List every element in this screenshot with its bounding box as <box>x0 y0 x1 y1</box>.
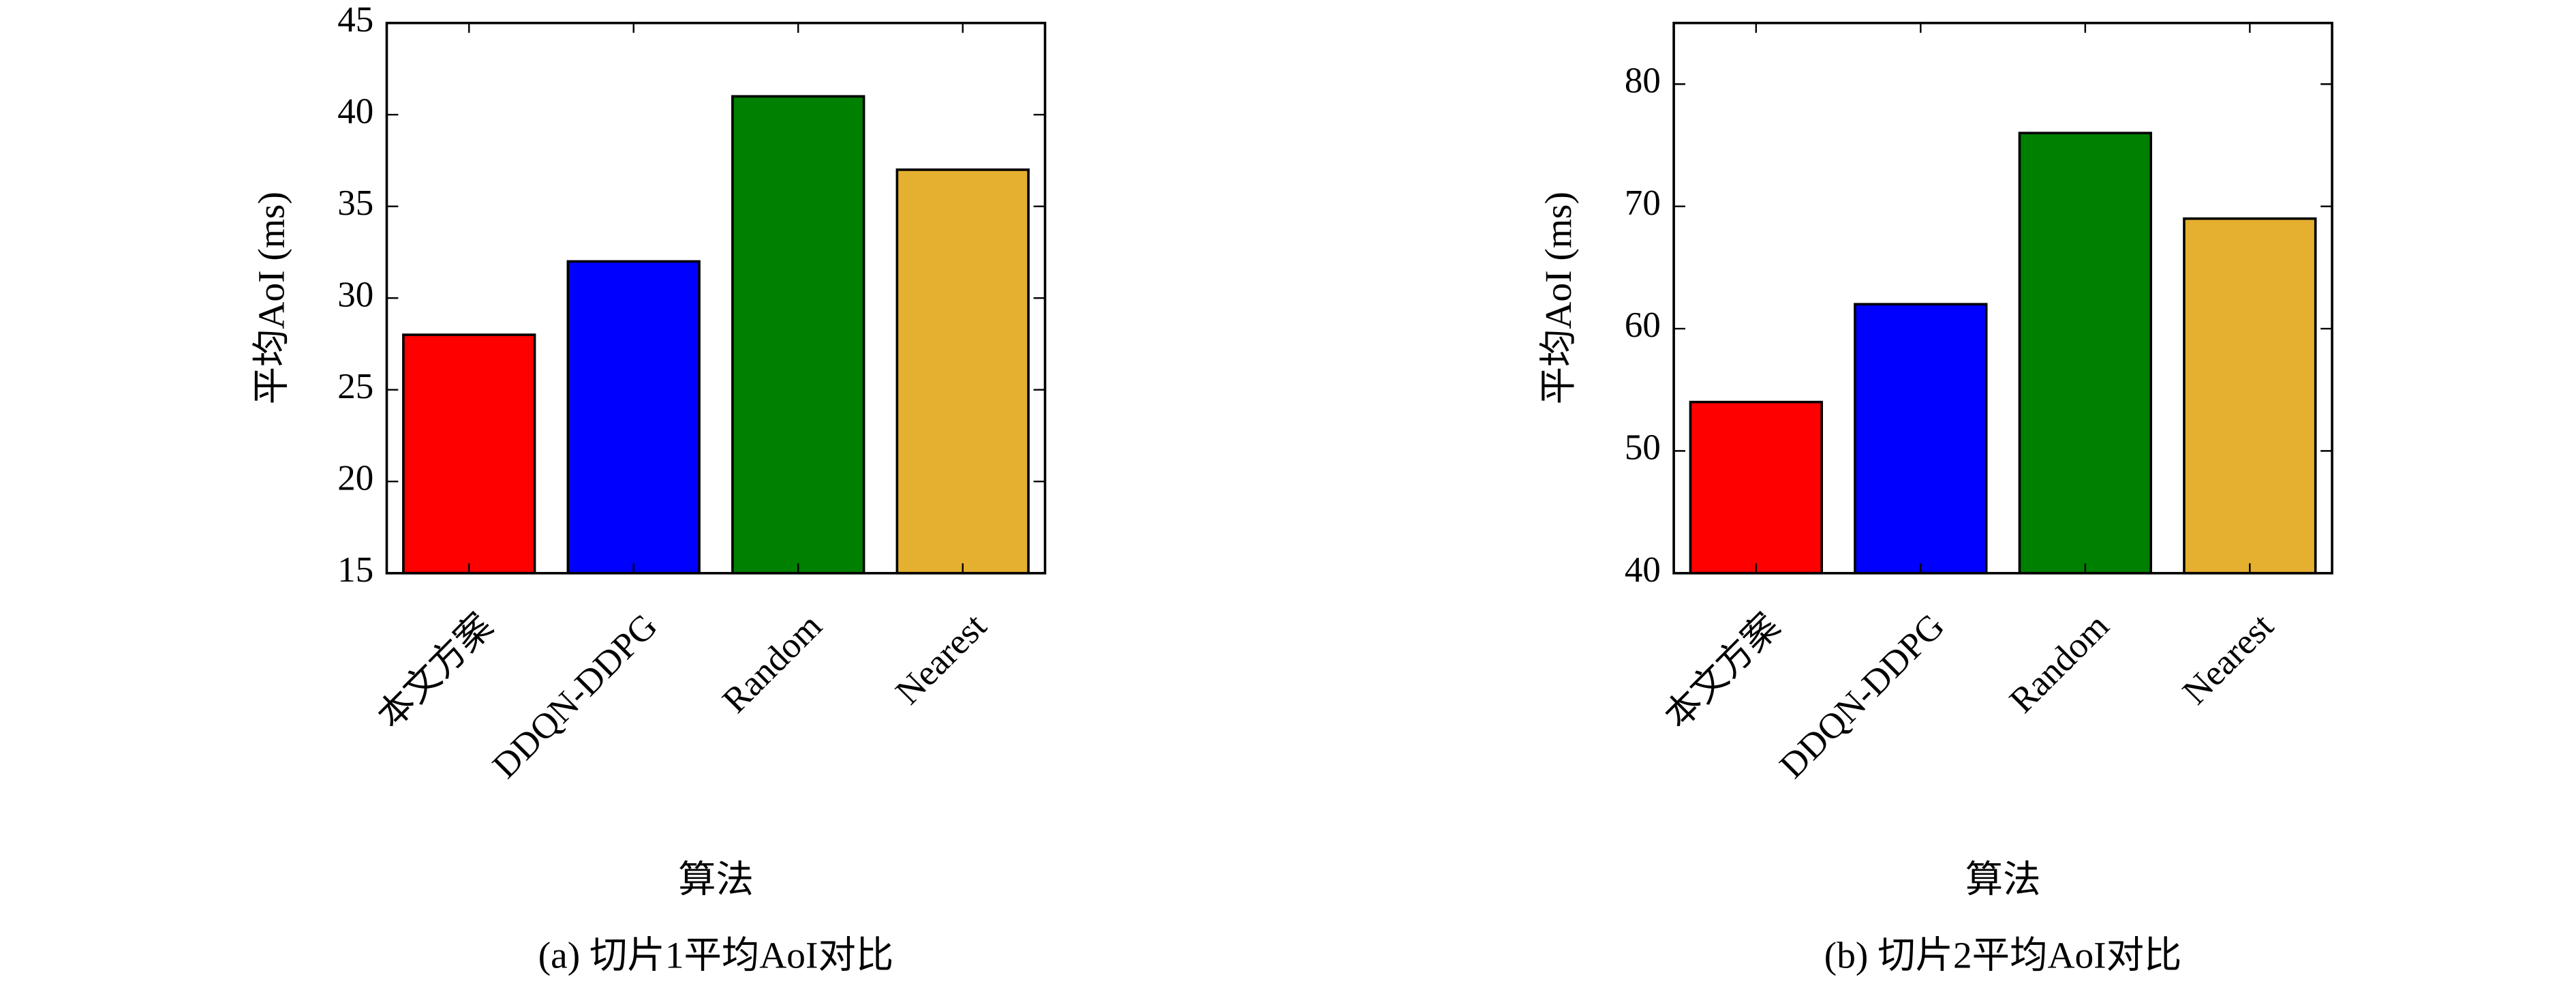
y-tick-label: 70 <box>1625 183 1661 223</box>
bar <box>731 95 865 575</box>
y-tick-label: 50 <box>1625 428 1661 468</box>
bar <box>895 168 1030 575</box>
y-tick-label: 30 <box>337 275 373 314</box>
y-tick-label: 20 <box>337 458 373 498</box>
y-tick-label: 80 <box>1625 61 1661 101</box>
x-tick-label: DDQN-DDPG <box>485 606 665 786</box>
caption: (a) 切片1平均AoI对比 <box>538 935 894 976</box>
x-tick-label: DDQN-DDPG <box>1773 606 1952 786</box>
x-axis-label: 算法 <box>678 859 754 901</box>
x-tick-label: Nearest <box>2175 606 2282 712</box>
y-tick-label: 60 <box>1625 305 1661 345</box>
x-tick-label: Nearest <box>888 606 994 712</box>
y-axis-label: 平均AoI (ms) <box>1537 192 1579 404</box>
bar <box>1854 303 1988 575</box>
bar <box>2183 217 2317 575</box>
y-axis-label: 平均AoI (ms) <box>250 192 292 404</box>
x-tick-label: 本文方案 <box>370 606 500 736</box>
y-tick-label: 40 <box>1625 550 1661 590</box>
bar <box>1689 400 1824 575</box>
x-tick-label: Random <box>2002 606 2117 721</box>
y-tick-label: 15 <box>337 550 373 590</box>
x-tick-label: Random <box>715 606 829 721</box>
bar <box>402 333 536 575</box>
bar <box>566 260 701 575</box>
plot-frame <box>385 21 1047 575</box>
caption: (b) 切片2平均AoI对比 <box>1824 935 2182 976</box>
y-tick-label: 35 <box>337 183 373 223</box>
y-tick-label: 40 <box>337 91 373 131</box>
x-tick-label: 本文方案 <box>1657 606 1788 736</box>
x-axis-label: 算法 <box>1965 859 2041 901</box>
plot-frame <box>1672 21 2333 575</box>
y-tick-label: 45 <box>337 0 373 40</box>
bar <box>2018 132 2153 575</box>
y-tick-label: 25 <box>337 367 373 406</box>
